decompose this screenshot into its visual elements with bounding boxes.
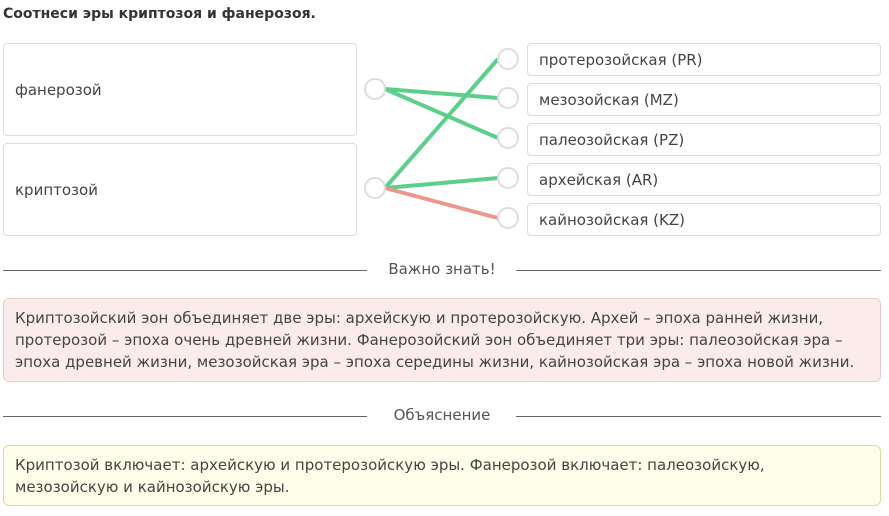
question-title: Соотнеси эры криптозоя и фанерозоя. bbox=[3, 6, 316, 22]
connection-area bbox=[364, 48, 519, 229]
right-item[interactable]: мезозойская (MZ) bbox=[527, 83, 881, 116]
connection-line-correct bbox=[384, 87, 499, 140]
right-item[interactable]: архейская (AR) bbox=[527, 163, 881, 196]
left-connector[interactable] bbox=[364, 177, 386, 199]
left-item-cryptozoic[interactable]: криптозой bbox=[3, 143, 357, 236]
important-heading: Важно знать! bbox=[388, 260, 496, 278]
right-item[interactable]: палеозойская (PZ) bbox=[527, 123, 881, 156]
connection-line-wrong bbox=[384, 186, 499, 220]
explanation-heading: Объяснение bbox=[393, 406, 491, 424]
right-item[interactable]: кайнозойская (KZ) bbox=[527, 203, 881, 236]
connection-line-correct bbox=[384, 87, 499, 100]
right-item[interactable]: протерозойская (PR) bbox=[527, 43, 881, 76]
left-connector[interactable] bbox=[364, 78, 386, 100]
explanation-note: Криптозой включает: архейскую и протероз… bbox=[3, 445, 881, 506]
left-item-phanerozoic[interactable]: фанерозой bbox=[3, 43, 357, 136]
connection-line-correct bbox=[384, 176, 499, 190]
divider-important: Важно знать! bbox=[3, 260, 881, 280]
right-connector[interactable] bbox=[497, 127, 519, 149]
right-connector[interactable] bbox=[497, 87, 519, 109]
important-note: Криптозойский эон объединяет две эры: ар… bbox=[3, 298, 881, 382]
right-connector[interactable] bbox=[497, 48, 519, 70]
connection-line-correct bbox=[383, 57, 500, 190]
right-connector[interactable] bbox=[497, 167, 519, 189]
right-connector[interactable] bbox=[497, 207, 519, 229]
divider-explanation: Объяснение bbox=[3, 406, 881, 426]
